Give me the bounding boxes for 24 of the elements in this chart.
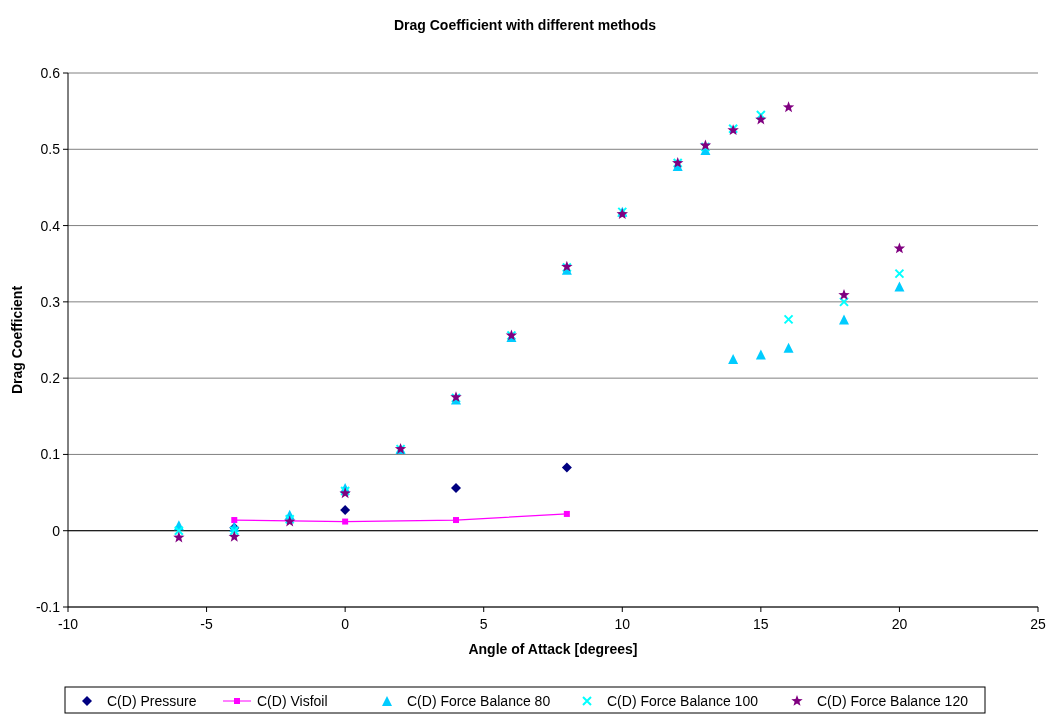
x-tick-label: 20 [891, 616, 908, 632]
y-tick-label: 0.5 [40, 141, 61, 158]
y-tick-label: -0.1 [35, 599, 61, 615]
y-axis-title: Drag Coefficient [9, 285, 25, 395]
legend-label: C(D) Force Balance 120 [817, 693, 969, 709]
chart-title: Drag Coefficient with different methods [393, 17, 657, 33]
y-tick-label: 0.4 [40, 217, 61, 234]
legend-label: C(D) Force Balance 80 [407, 693, 551, 709]
legend-label: C(D) Visfoil [257, 693, 328, 709]
x-tick-label: -5 [200, 616, 214, 632]
x-tick-label: 0 [341, 616, 350, 632]
y-tick-label: 0.1 [40, 446, 61, 463]
legend-label: C(D) Force Balance 100 [607, 693, 759, 709]
x-tick-label: -10 [57, 616, 79, 632]
x-tick-label: 15 [753, 616, 769, 632]
y-tick-label: 0.3 [40, 293, 61, 310]
legend-label: C(D) Pressure [107, 693, 197, 709]
y-tick-label: 0.2 [40, 370, 61, 387]
x-tick-label: 5 [479, 616, 488, 632]
x-tick-label: 25 [1030, 616, 1046, 632]
y-tick-label: 0.6 [40, 65, 61, 81]
x-axis-title: Angle of Attack [degrees] [468, 641, 638, 657]
x-tick-label: 10 [614, 616, 631, 632]
y-tick-label: 0 [52, 522, 61, 539]
